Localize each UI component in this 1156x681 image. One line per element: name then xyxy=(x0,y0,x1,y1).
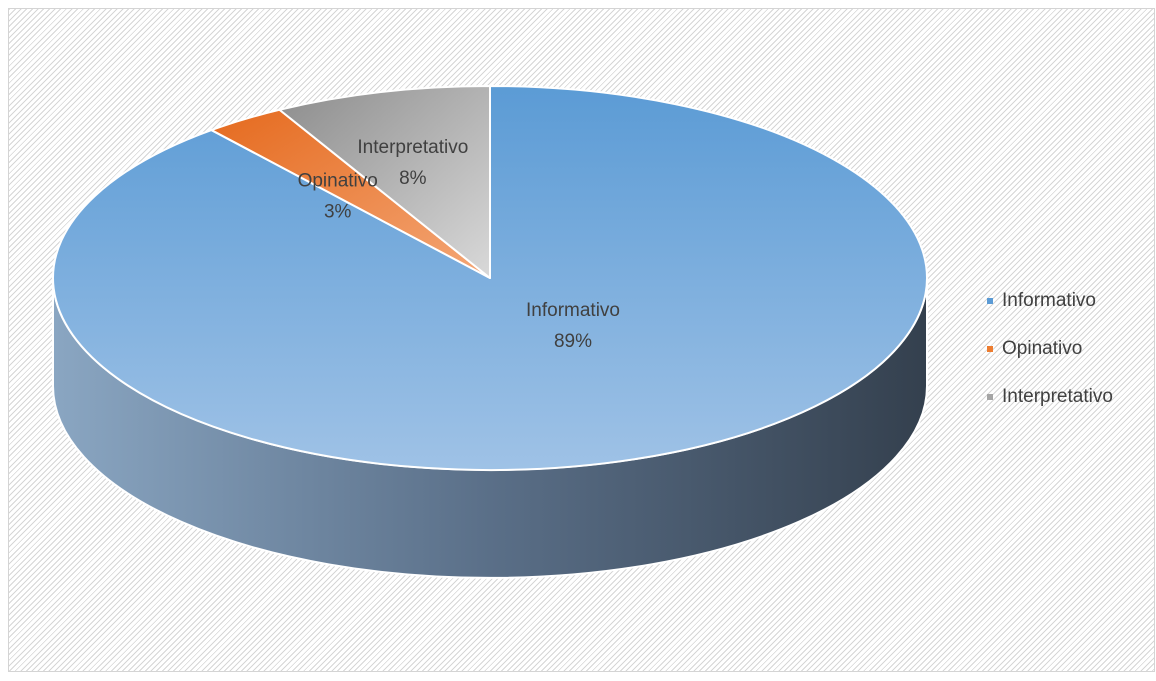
legend-swatch xyxy=(987,394,993,400)
data-label-percent-opinativo: 3% xyxy=(324,202,352,223)
legend-swatch xyxy=(987,346,993,352)
data-label-percent-informativo: 89% xyxy=(554,331,592,352)
data-label-name-informativo: Informativo xyxy=(526,300,620,321)
data-label-name-interpretativo: Interpretativo xyxy=(357,137,468,158)
legend-label: Informativo xyxy=(1002,290,1096,311)
data-label-name-opinativo: Opinativo xyxy=(298,171,378,192)
legend-item-interpretativo[interactable]: Interpretativo xyxy=(973,373,1143,421)
data-label-percent-interpretativo: 8% xyxy=(399,168,427,189)
pie-slice-interpretativo[interactable] xyxy=(278,85,491,279)
pie-data-labels: Informativo 89% Opinativo 3% Interpretativo 8… xyxy=(298,137,620,352)
legend: Informativo Opinativo Interpretativo xyxy=(973,277,1143,421)
pie-top-face xyxy=(52,85,928,471)
legend-swatch xyxy=(987,298,993,304)
legend-label: Interpretativo xyxy=(1002,386,1113,407)
legend-item-opinativo[interactable]: Opinativo xyxy=(973,325,1143,373)
legend-label: Opinativo xyxy=(1002,338,1083,359)
legend-item-informativo[interactable]: Informativo xyxy=(973,277,1143,325)
